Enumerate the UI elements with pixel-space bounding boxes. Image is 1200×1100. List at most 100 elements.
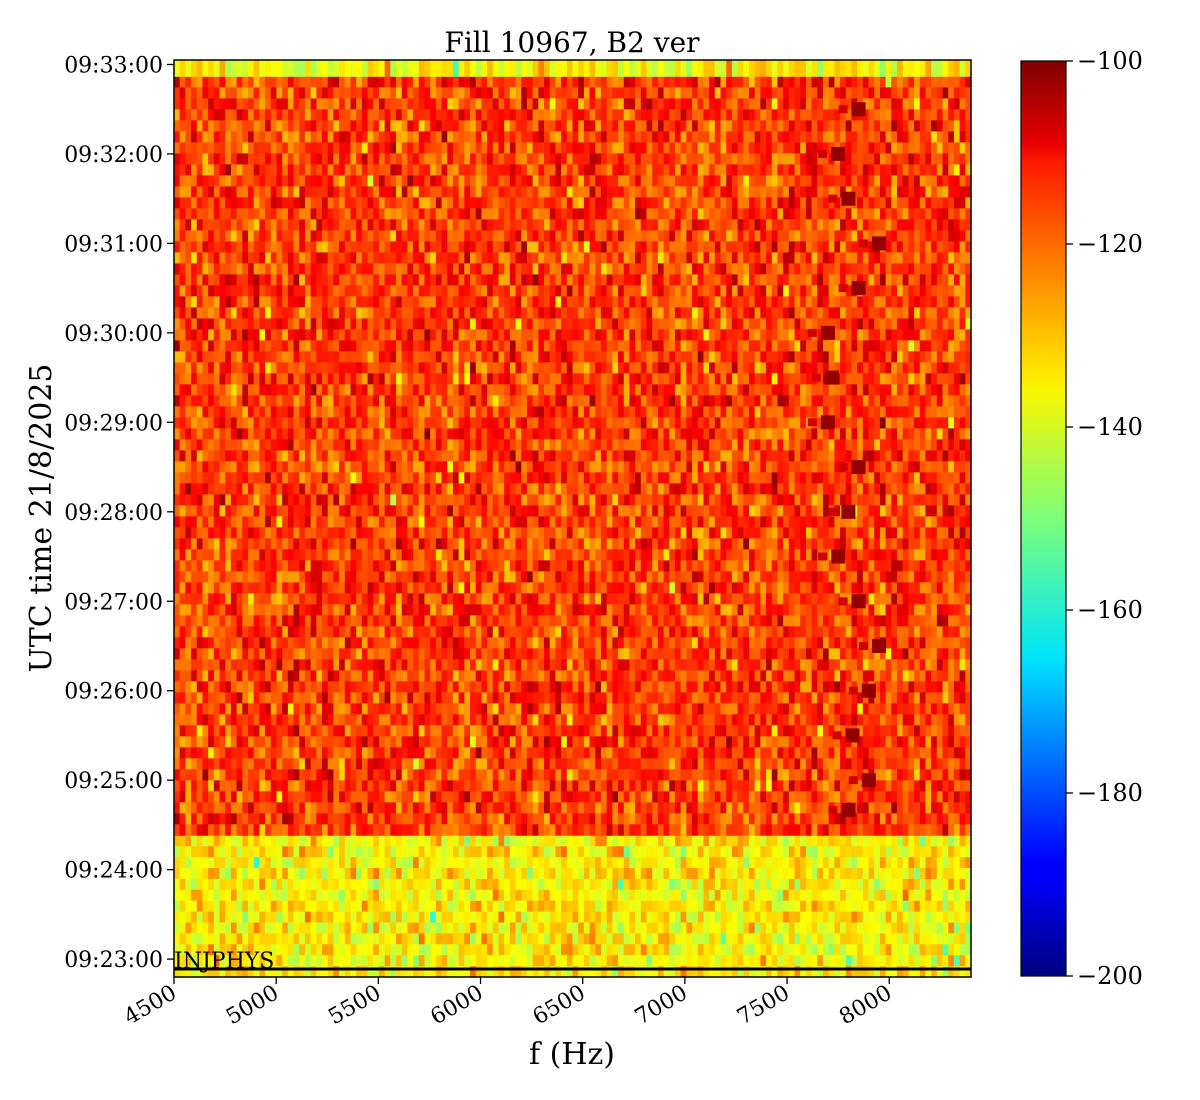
heatmap-cell (566, 219, 573, 231)
heatmap-cell (663, 296, 670, 308)
heatmap-cell (304, 120, 312, 132)
heatmap-cell (828, 131, 835, 143)
heatmap-cell (572, 186, 579, 198)
heatmap-cell (424, 835, 431, 847)
heatmap-cell (760, 131, 767, 143)
heatmap-cell (714, 296, 721, 308)
heatmap-cell (498, 230, 505, 242)
heatmap-cell (953, 933, 961, 945)
heatmap-cell (714, 98, 721, 110)
heatmap-cell (538, 900, 545, 913)
heatmap-cell (230, 175, 238, 187)
heatmap-cell (965, 307, 972, 319)
heatmap-cell (840, 208, 847, 220)
heatmap-cell (304, 922, 312, 934)
heatmap-cell (663, 274, 670, 286)
heatmap-cell (896, 208, 904, 220)
heatmap-cell (845, 900, 852, 913)
heatmap-cell (407, 208, 414, 220)
heatmap-cell (526, 900, 534, 913)
heatmap-cell (788, 846, 795, 858)
heatmap-cell (800, 186, 807, 198)
heatmap-cell (259, 208, 266, 220)
heatmap-cell (350, 120, 357, 132)
heatmap-cell (578, 197, 585, 209)
heatmap-cell (748, 933, 756, 945)
heatmap-cell (914, 164, 921, 176)
heatmap-cell (509, 318, 516, 330)
heatmap-cell (265, 900, 272, 913)
heatmap-cell (788, 186, 795, 198)
heatmap-cell (236, 846, 243, 858)
heatmap-cell (492, 230, 499, 242)
heatmap-cell (248, 142, 255, 154)
heatmap-cell (925, 944, 932, 956)
heatmap-cell (373, 966, 380, 978)
heatmap-cell (589, 307, 596, 319)
heatmap-cell (464, 933, 471, 945)
heatmap-cell (276, 142, 283, 154)
heatmap-cell (766, 87, 773, 99)
heatmap-cell (492, 252, 499, 264)
heatmap-cell (777, 164, 784, 176)
heatmap-cell (697, 109, 704, 121)
heatmap-cell (811, 252, 818, 264)
heatmap-cell (208, 857, 215, 869)
heatmap-cell (430, 307, 437, 319)
heatmap-cell (447, 142, 454, 154)
heatmap-cell (726, 944, 733, 956)
heatmap-cell (879, 76, 886, 88)
heatmap-cell (731, 955, 738, 967)
heatmap-cell (891, 120, 898, 132)
heatmap-cell (862, 131, 869, 143)
heatmap-cell (424, 208, 431, 220)
heatmap-cell (578, 922, 585, 934)
heatmap-cell (481, 857, 488, 869)
heatmap-cell (447, 252, 454, 264)
heatmap-cell (384, 296, 391, 308)
heatmap-cell (578, 868, 585, 880)
heatmap-cell (845, 307, 852, 319)
heatmap-cell (344, 175, 351, 187)
heatmap-cell (447, 857, 454, 869)
heatmap-cell (629, 87, 636, 99)
heatmap-cell (572, 252, 579, 264)
heatmap-cell (908, 87, 915, 99)
heatmap-cell (526, 98, 534, 110)
heatmap-cell (606, 142, 613, 154)
heatmap-cell (213, 868, 220, 880)
heatmap-cell (418, 285, 425, 297)
heatmap-cell (270, 911, 277, 923)
heatmap-cell (253, 911, 260, 923)
heatmap-cell (350, 241, 357, 253)
heatmap-cell (555, 87, 562, 99)
heatmap-cell (646, 318, 653, 330)
heatmap-cell (612, 98, 619, 110)
heatmap-cell (686, 318, 693, 330)
heatmap-cell (623, 966, 630, 978)
heatmap-cell (731, 889, 738, 902)
heatmap-cell (669, 966, 676, 978)
heatmap-cell (731, 208, 738, 220)
heatmap-cell (680, 98, 687, 110)
heatmap-cell (327, 98, 334, 110)
heatmap-cell (561, 186, 568, 198)
heatmap-cell (458, 230, 465, 242)
heatmap-cell (236, 109, 243, 121)
heatmap-cell (578, 142, 585, 154)
heatmap-cell (936, 835, 943, 847)
heatmap-cell (390, 131, 397, 143)
heatmap-cell (931, 933, 938, 945)
heatmap-cell (777, 230, 784, 242)
heatmap-cell (919, 120, 926, 132)
heatmap-cell (783, 153, 790, 165)
heatmap-cell (657, 318, 664, 330)
heatmap-cell (361, 98, 368, 110)
heatmap-cell (179, 131, 186, 143)
heatmap-cell (526, 933, 534, 945)
heatmap-cell (896, 878, 904, 891)
heatmap-cell (965, 285, 972, 297)
heatmap-cell (959, 911, 966, 923)
heatmap-cell (731, 252, 738, 264)
heatmap-cell (265, 76, 272, 88)
